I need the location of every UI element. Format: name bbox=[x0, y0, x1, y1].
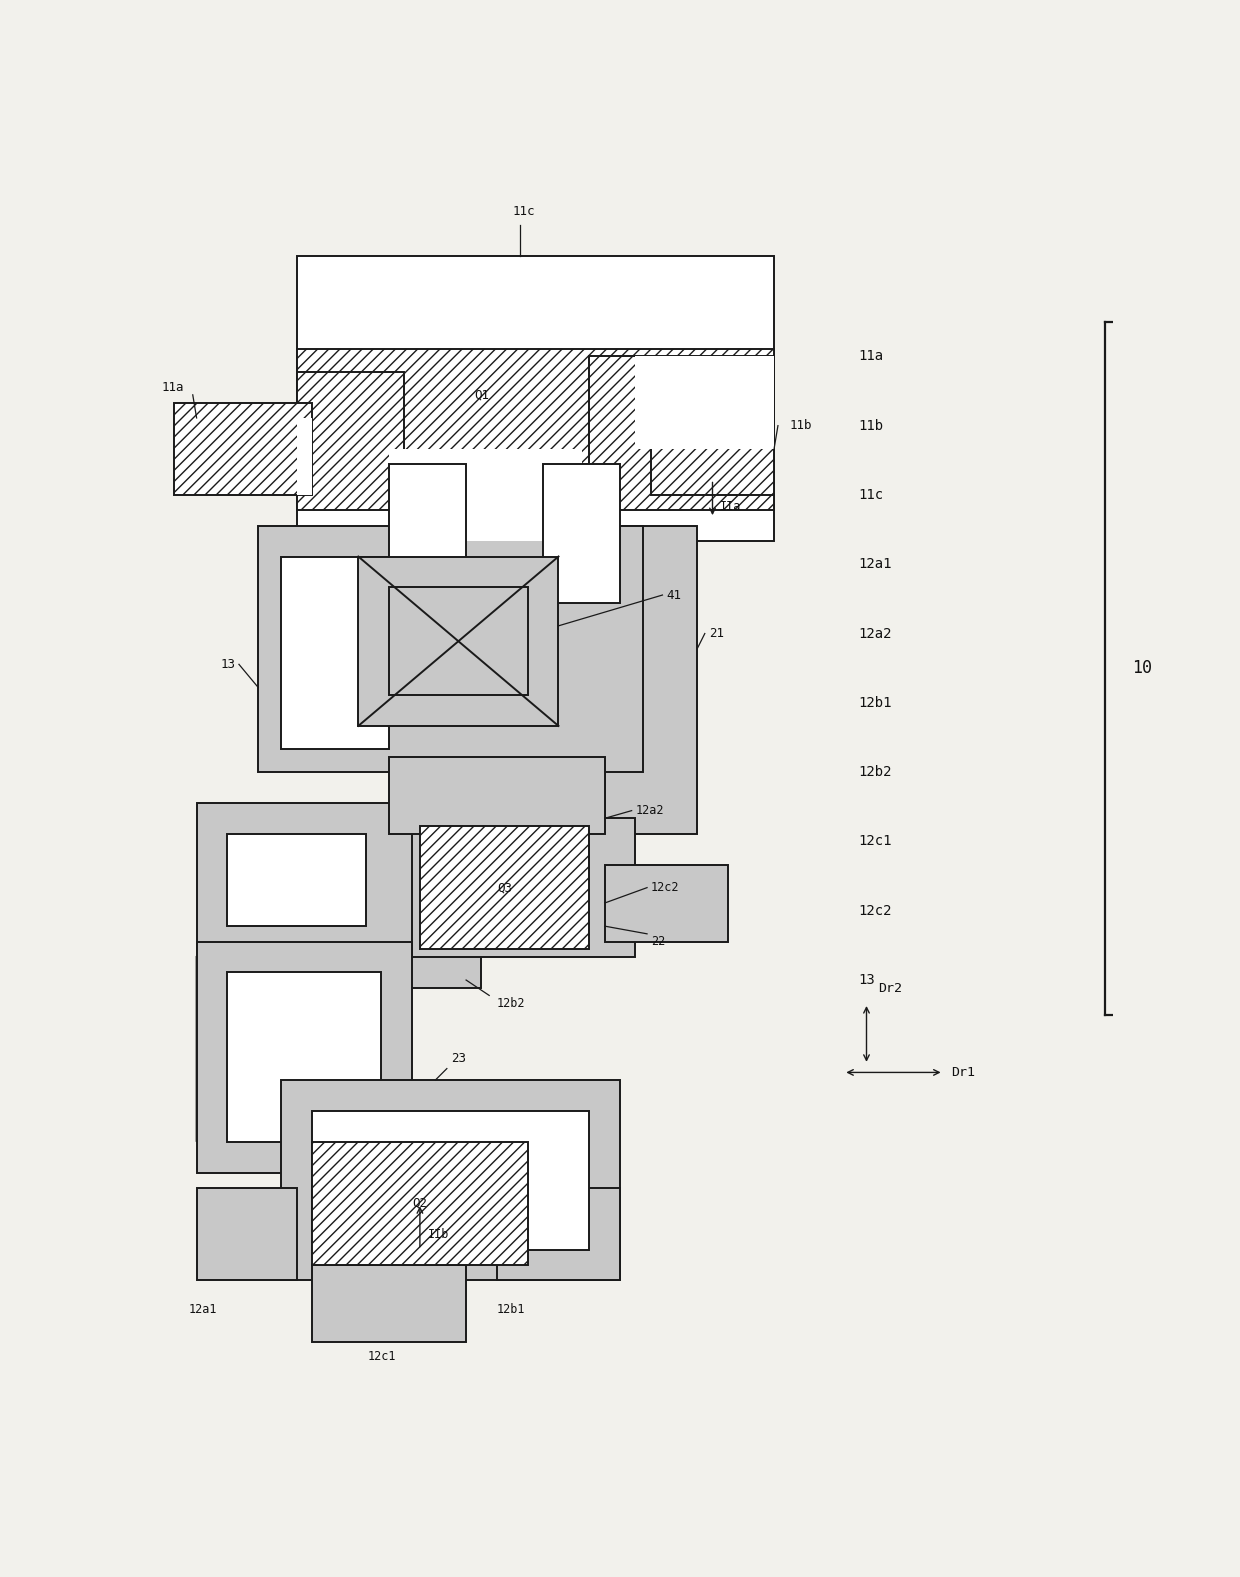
Bar bbox=[281, 1080, 620, 1281]
Text: 12c2: 12c2 bbox=[651, 882, 680, 894]
Text: 12c1: 12c1 bbox=[367, 1350, 396, 1363]
Polygon shape bbox=[197, 957, 227, 1142]
Bar bbox=[312, 1142, 528, 1265]
Bar bbox=[605, 864, 728, 941]
Bar bbox=[389, 464, 466, 602]
Bar bbox=[651, 402, 774, 495]
Bar bbox=[227, 973, 382, 1142]
Text: 11b: 11b bbox=[790, 419, 812, 432]
Text: Dr1: Dr1 bbox=[951, 1066, 975, 1079]
Bar bbox=[296, 418, 312, 495]
Text: 41: 41 bbox=[666, 588, 681, 601]
Text: 12a1: 12a1 bbox=[859, 557, 893, 571]
Text: 12c2: 12c2 bbox=[859, 904, 893, 918]
Bar bbox=[197, 1187, 296, 1281]
Bar bbox=[389, 757, 605, 834]
Text: 10: 10 bbox=[1132, 659, 1152, 677]
Bar bbox=[174, 402, 312, 495]
Text: 13: 13 bbox=[219, 658, 236, 670]
Bar bbox=[281, 557, 389, 749]
Bar bbox=[543, 464, 620, 602]
Bar bbox=[312, 1110, 589, 1249]
Text: 11c: 11c bbox=[512, 205, 536, 218]
Text: 23: 23 bbox=[450, 1052, 466, 1064]
Bar bbox=[197, 941, 412, 1173]
Bar bbox=[605, 525, 697, 834]
Bar bbox=[227, 834, 366, 926]
Text: 21: 21 bbox=[708, 628, 724, 640]
Text: 12a1: 12a1 bbox=[188, 1304, 217, 1317]
Bar bbox=[420, 826, 589, 949]
Text: 11a: 11a bbox=[859, 350, 884, 363]
Text: 11b: 11b bbox=[859, 418, 884, 432]
Text: IIb: IIb bbox=[428, 1227, 449, 1241]
Bar bbox=[589, 356, 774, 511]
Text: Q1: Q1 bbox=[474, 388, 489, 401]
Bar bbox=[497, 1187, 620, 1281]
Text: 12b1: 12b1 bbox=[859, 695, 893, 710]
Text: Q3: Q3 bbox=[497, 882, 512, 894]
Text: 12c1: 12c1 bbox=[859, 834, 893, 848]
Text: 22: 22 bbox=[651, 935, 665, 948]
Bar bbox=[389, 818, 635, 957]
Text: Q2: Q2 bbox=[413, 1197, 428, 1210]
Text: 13: 13 bbox=[859, 973, 875, 987]
Text: 11c: 11c bbox=[859, 487, 884, 501]
Text: 12b2: 12b2 bbox=[497, 997, 526, 1009]
Bar bbox=[389, 587, 528, 695]
Bar bbox=[296, 372, 404, 511]
Bar bbox=[296, 255, 774, 541]
Text: Dr2: Dr2 bbox=[878, 982, 901, 995]
Bar bbox=[358, 557, 558, 725]
Text: 12a2: 12a2 bbox=[635, 804, 663, 817]
Bar bbox=[389, 449, 582, 541]
Text: IIa: IIa bbox=[720, 500, 742, 513]
Bar bbox=[389, 818, 481, 987]
Bar bbox=[296, 349, 774, 464]
Bar bbox=[197, 803, 412, 957]
Text: 12b1: 12b1 bbox=[497, 1304, 526, 1317]
Bar bbox=[635, 356, 774, 449]
Text: 12b2: 12b2 bbox=[859, 765, 893, 779]
Text: 11a: 11a bbox=[162, 380, 185, 394]
Bar bbox=[258, 525, 644, 773]
Text: 12a2: 12a2 bbox=[859, 626, 893, 640]
Bar bbox=[312, 1265, 466, 1342]
